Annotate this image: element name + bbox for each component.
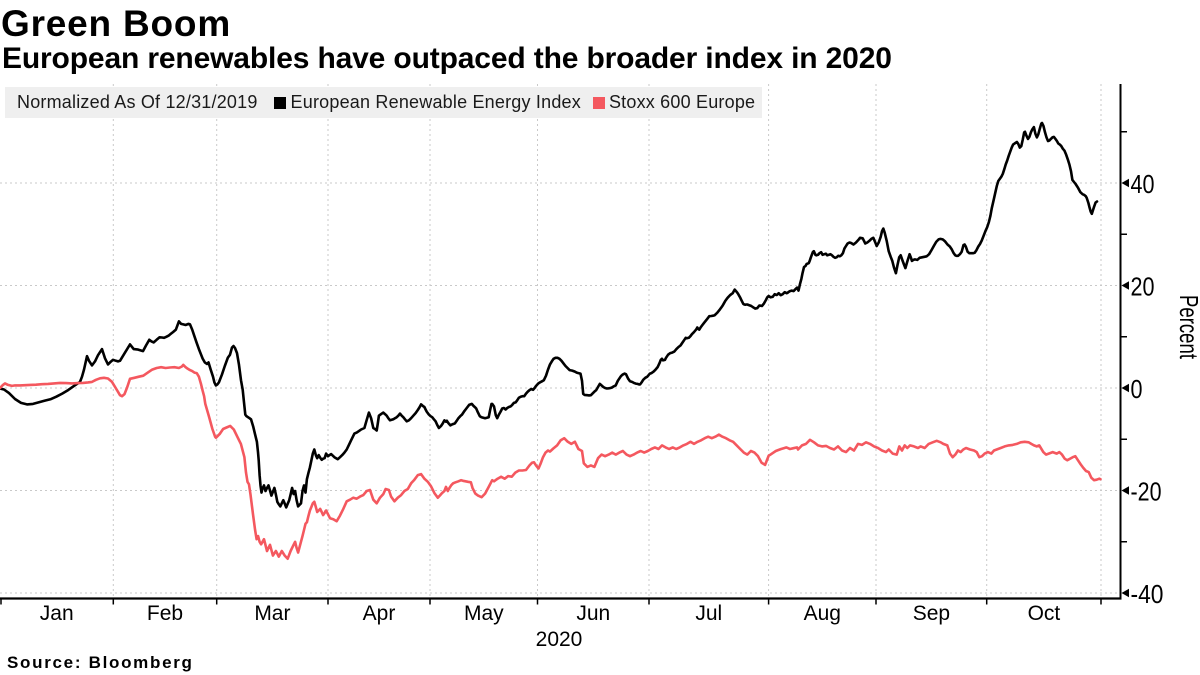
svg-text:Mar: Mar bbox=[254, 602, 290, 625]
svg-text:-20: -20 bbox=[1131, 477, 1162, 507]
svg-text:Oct: Oct bbox=[1028, 602, 1061, 625]
svg-text:2020: 2020 bbox=[536, 628, 583, 651]
svg-text:Aug: Aug bbox=[804, 602, 841, 625]
svg-text:0: 0 bbox=[1131, 374, 1143, 404]
svg-text:Jul: Jul bbox=[695, 602, 722, 625]
svg-text:Jan: Jan bbox=[40, 602, 74, 625]
svg-text:20: 20 bbox=[1131, 272, 1155, 302]
svg-text:Jun: Jun bbox=[576, 602, 610, 625]
svg-text:Feb: Feb bbox=[147, 602, 183, 625]
svg-text:Apr: Apr bbox=[363, 602, 396, 625]
svg-text:40: 40 bbox=[1131, 169, 1155, 199]
svg-text:May: May bbox=[464, 602, 504, 625]
svg-text:Sep: Sep bbox=[913, 602, 950, 625]
svg-text:Percent: Percent bbox=[1174, 295, 1200, 360]
svg-text:-40: -40 bbox=[1131, 579, 1164, 609]
